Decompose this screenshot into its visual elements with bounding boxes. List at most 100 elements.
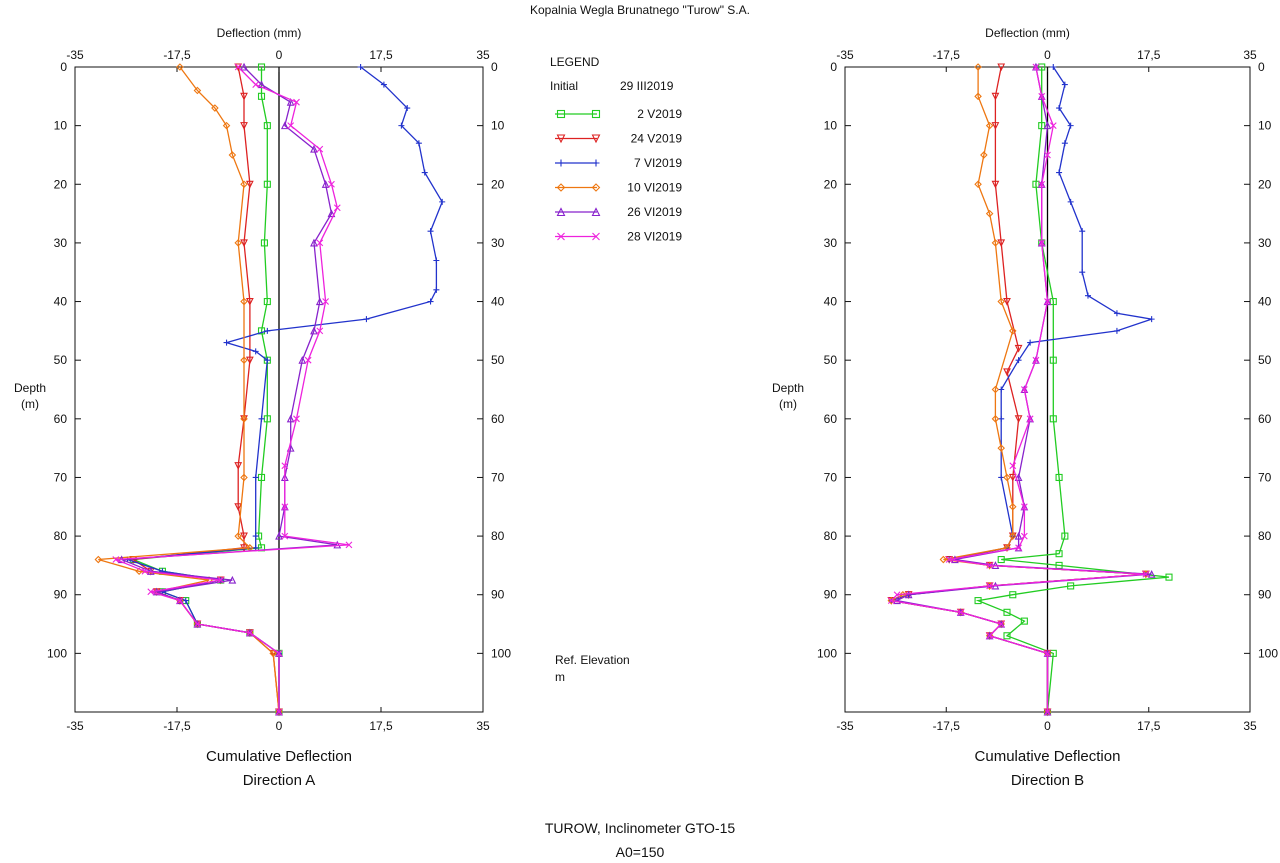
y-tick-label-left: 10 (54, 119, 68, 133)
y-tick-label-right: 30 (491, 236, 505, 250)
data-point (1067, 582, 1075, 590)
series-line (115, 66, 349, 712)
data-point (194, 620, 201, 628)
data-point (234, 239, 242, 247)
data-point (980, 151, 988, 159)
data-point (1020, 617, 1028, 625)
data-point (404, 105, 411, 112)
data-point (293, 415, 300, 423)
y-tick-label-left: 40 (54, 295, 68, 309)
data-point (1014, 344, 1023, 353)
y-tick-label-left: 70 (54, 470, 68, 484)
data-point (991, 122, 1000, 130)
legend-heading: LEGEND (550, 55, 600, 69)
data-point (991, 385, 1000, 394)
data-point (974, 63, 982, 71)
top-axis-label: Deflection (mm) (985, 26, 1070, 40)
data-point (939, 555, 948, 564)
x-tick-label-top: -17,5 (933, 48, 961, 62)
data-point (1003, 632, 1011, 640)
data-point (1009, 532, 1017, 540)
data-point (427, 298, 434, 305)
top-axis-label: Deflection (mm) (217, 26, 302, 40)
data-point (240, 122, 248, 130)
data-point (176, 597, 184, 604)
legend-marker (556, 207, 566, 217)
data-point (1085, 292, 1091, 299)
x-tick-label-bottom: -35 (836, 719, 854, 733)
footer-inclinometer: TUROW, Inclinometer GTO-15 (545, 820, 736, 836)
y-tick-label-left: 20 (54, 177, 68, 191)
data-point (357, 64, 364, 70)
y-tick-label-right: 0 (1258, 60, 1265, 74)
data-point (991, 92, 1000, 101)
series-10-vi2019 (94, 63, 283, 716)
data-point (240, 92, 248, 101)
y-axis-title: Depth (772, 381, 804, 395)
data-point (275, 531, 283, 540)
data-point (275, 649, 283, 657)
data-point (380, 81, 387, 88)
data-point (260, 239, 268, 247)
y-tick-label-right: 90 (1258, 588, 1272, 602)
y-axis-unit: (m) (779, 397, 797, 411)
legend-marker (591, 207, 601, 217)
data-point (1044, 708, 1051, 716)
data-point (1014, 531, 1023, 540)
data-point (1032, 356, 1040, 364)
data-point (997, 444, 1005, 452)
series-line (98, 66, 280, 713)
data-point (398, 122, 405, 129)
y-tick-label-left: 100 (817, 646, 837, 660)
data-point (316, 327, 324, 335)
data-point (240, 473, 248, 482)
data-point (293, 98, 300, 106)
legend-entry-label: 26 VI2019 (627, 205, 682, 219)
series-line (975, 67, 1170, 713)
legend-entry-label: 28 VI2019 (627, 230, 682, 244)
y-tick-label-right: 60 (1258, 412, 1272, 426)
data-point (1038, 239, 1046, 247)
data-point (991, 180, 1000, 189)
data-point (328, 180, 335, 188)
data-point (421, 169, 428, 176)
data-point (433, 257, 440, 264)
legend-initial-date: 29 III2019 (620, 79, 674, 93)
y-tick-label-right: 40 (1258, 295, 1272, 309)
x-tick-label-top: 35 (476, 48, 490, 62)
y-tick-label-left: 30 (54, 236, 68, 250)
data-point (310, 326, 318, 335)
data-point (945, 556, 953, 563)
legend-initial-label: Initial (550, 79, 578, 93)
data-point (974, 597, 982, 605)
data-point (1049, 122, 1057, 130)
y-tick-label-left: 60 (54, 412, 68, 426)
y-tick-label-left: 80 (54, 529, 68, 543)
y-tick-label-left: 90 (54, 588, 68, 602)
data-point (1003, 297, 1011, 306)
legend-marker (556, 109, 566, 119)
data-point (147, 588, 155, 596)
data-point (1113, 327, 1120, 334)
y-tick-label-left: 50 (824, 353, 838, 367)
data-point (257, 63, 266, 71)
data-point (316, 239, 324, 247)
x-tick-label-top: -35 (66, 48, 84, 62)
data-point (986, 562, 994, 569)
y-tick-label-left: 50 (54, 353, 68, 367)
series-line (889, 66, 1146, 712)
data-point (986, 632, 994, 640)
x-tick-label-top: -17,5 (163, 48, 191, 62)
data-point (94, 555, 103, 564)
legend-entry-label: 7 VI2019 (634, 156, 682, 170)
data-point (327, 209, 336, 218)
series-10-vi2019 (887, 63, 1150, 716)
y-tick-label-right: 70 (1258, 470, 1272, 484)
data-point (1026, 415, 1034, 423)
series-2-v2019 (129, 63, 283, 716)
data-point (245, 180, 254, 189)
data-point (991, 239, 1000, 247)
series-line (889, 67, 1146, 712)
x-tick-label-top: 35 (1243, 48, 1257, 62)
